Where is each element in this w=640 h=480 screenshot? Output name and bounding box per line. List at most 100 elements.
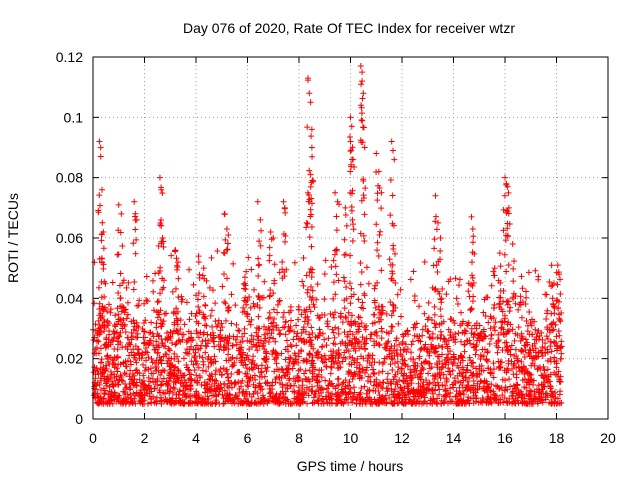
- data-point: [375, 369, 382, 376]
- data-point: [319, 358, 326, 365]
- data-point: [516, 368, 523, 375]
- data-point: [183, 339, 190, 346]
- data-point: [488, 282, 495, 289]
- data-point: [368, 331, 375, 338]
- data-point: [300, 255, 307, 262]
- data-point: [429, 372, 436, 379]
- data-point: [109, 279, 116, 286]
- data-point: [194, 330, 201, 337]
- data-point: [373, 376, 380, 383]
- x-tick-label: 20: [600, 430, 616, 446]
- data-point: [332, 400, 339, 407]
- data-point: [255, 262, 262, 269]
- data-point: [417, 370, 424, 377]
- data-point: [134, 323, 141, 330]
- data-point: [448, 316, 455, 323]
- data-point: [233, 393, 240, 400]
- data-point: [97, 345, 104, 352]
- data-point: [395, 364, 402, 371]
- data-point: [553, 364, 560, 371]
- data-point: [543, 315, 550, 322]
- data-point: [134, 302, 141, 309]
- data-point: [484, 358, 491, 365]
- data-point: [437, 296, 444, 303]
- data-point: [431, 286, 438, 293]
- data-point: [228, 320, 235, 327]
- data-point: [225, 374, 232, 381]
- data-point: [518, 358, 525, 365]
- data-point: [378, 335, 385, 342]
- data-point: [123, 315, 130, 322]
- data-point: [135, 346, 142, 353]
- data-point: [347, 138, 354, 145]
- data-point: [212, 318, 219, 325]
- data-point: [529, 343, 536, 350]
- data-point: [103, 379, 110, 386]
- data-point: [475, 335, 482, 342]
- data-point: [322, 356, 329, 363]
- data-point: [450, 336, 457, 343]
- data-point: [523, 339, 530, 346]
- data-point: [446, 393, 453, 400]
- data-point: [396, 376, 403, 383]
- data-point: [537, 366, 544, 373]
- data-point: [308, 388, 315, 395]
- data-point: [303, 219, 310, 226]
- data-point: [550, 326, 557, 333]
- data-point: [492, 382, 499, 389]
- data-point: [361, 341, 368, 348]
- data-point: [195, 253, 202, 260]
- data-point: [401, 357, 408, 364]
- data-point: [508, 358, 515, 365]
- data-point: [329, 326, 336, 333]
- data-point: [430, 379, 437, 386]
- data-point: [521, 395, 528, 402]
- data-point: [117, 361, 124, 368]
- data-point: [255, 313, 262, 320]
- data-point: [359, 396, 366, 403]
- data-point: [132, 250, 139, 257]
- data-point: [501, 387, 508, 394]
- data-point: [217, 338, 224, 345]
- data-point: [334, 396, 341, 403]
- data-point: [504, 348, 511, 355]
- data-point: [169, 288, 176, 295]
- data-point: [387, 361, 394, 368]
- data-point: [333, 227, 340, 234]
- data-point: [363, 390, 370, 397]
- data-point: [389, 270, 396, 277]
- data-point: [544, 326, 551, 333]
- data-point: [281, 273, 288, 280]
- data-point: [352, 340, 359, 347]
- data-point: [524, 328, 531, 335]
- data-point: [193, 342, 200, 349]
- data-point: [307, 337, 314, 344]
- data-point: [205, 337, 212, 344]
- data-point: [271, 315, 278, 322]
- data-point: [186, 316, 193, 323]
- data-point: [307, 265, 314, 272]
- data-point: [184, 364, 191, 371]
- data-point: [258, 227, 265, 234]
- data-point: [335, 201, 342, 208]
- data-point: [531, 318, 538, 325]
- data-point: [373, 340, 380, 347]
- data-point: [254, 198, 261, 205]
- data-point: [287, 307, 294, 314]
- data-point: [212, 358, 219, 365]
- data-point: [270, 235, 277, 241]
- data-point: [165, 355, 172, 362]
- data-point: [469, 225, 476, 232]
- data-point: [321, 352, 328, 359]
- data-point: [168, 252, 175, 259]
- data-point: [251, 303, 258, 310]
- data-point: [453, 295, 460, 302]
- data-point: [224, 383, 231, 390]
- data-point: [528, 371, 535, 378]
- data-point: [504, 183, 511, 190]
- data-point: [349, 354, 356, 361]
- data-point: [183, 392, 190, 399]
- data-point: [123, 384, 130, 391]
- data-point: [465, 319, 472, 326]
- data-point: [107, 394, 114, 401]
